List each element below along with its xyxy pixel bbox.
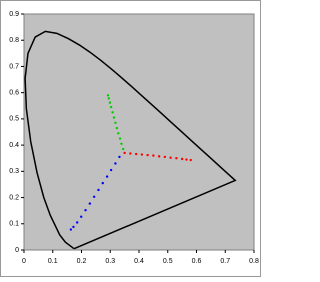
y-tick-label: 0.3 <box>9 168 19 175</box>
point <box>180 157 184 161</box>
y-tick-label: 0.2 <box>9 194 19 201</box>
point <box>92 195 96 198</box>
point <box>75 221 79 224</box>
y-tick-label: 0.1 <box>9 221 19 228</box>
point <box>80 215 83 218</box>
point <box>169 156 172 159</box>
point <box>101 181 104 185</box>
x-tick-label: 0.5 <box>163 258 173 265</box>
point <box>118 155 121 159</box>
point <box>107 97 111 100</box>
point <box>117 132 120 135</box>
point <box>106 94 110 97</box>
point <box>118 137 122 140</box>
point <box>114 162 117 165</box>
point <box>189 158 192 162</box>
point <box>109 168 113 172</box>
spectral-locus <box>24 30 237 250</box>
y-tick-label: 0.4 <box>9 142 19 149</box>
point <box>109 105 113 109</box>
point <box>152 154 155 157</box>
point <box>97 188 100 192</box>
y-tick-label: 0.8 <box>9 37 19 44</box>
x-tick-label: 0 <box>22 258 26 265</box>
point <box>115 126 119 130</box>
point <box>69 228 73 231</box>
point <box>112 116 116 119</box>
point <box>121 147 125 151</box>
point <box>105 175 109 178</box>
y-tick-label: 0.5 <box>9 116 19 123</box>
x-tick-label: 0.1 <box>48 258 58 265</box>
y-tick-label: 0.6 <box>9 90 19 97</box>
x-tick-label: 0.3 <box>105 258 115 265</box>
point <box>129 152 132 155</box>
plot-area <box>23 13 255 251</box>
point <box>111 111 114 114</box>
x-tick-label: 0.6 <box>192 258 202 265</box>
point <box>72 225 75 229</box>
point <box>108 101 112 104</box>
x-tick-label: 0.8 <box>249 258 259 265</box>
x-tick-label: 0.7 <box>220 258 230 265</box>
point <box>134 152 138 156</box>
y-tick-label: 0.9 <box>9 11 19 18</box>
y-tick-label: 0.7 <box>9 63 19 70</box>
x-tick-label: 0.4 <box>134 258 144 265</box>
point <box>84 208 87 212</box>
point <box>140 153 144 156</box>
point <box>114 121 117 125</box>
point <box>185 158 188 161</box>
point <box>120 142 123 145</box>
y-tick-label: 0 <box>15 247 19 254</box>
x-tick-label: 0.2 <box>77 258 87 265</box>
point <box>157 155 161 158</box>
point <box>163 155 167 159</box>
point <box>175 157 178 160</box>
chart: 0 0.1 0.2 0.3 0.4 0.5 0.6 0.7 0.8 0 0.1 0.2 0.3 0.4 0.… <box>0 0 261 277</box>
point <box>123 151 126 155</box>
point <box>88 202 92 205</box>
point <box>146 153 149 157</box>
